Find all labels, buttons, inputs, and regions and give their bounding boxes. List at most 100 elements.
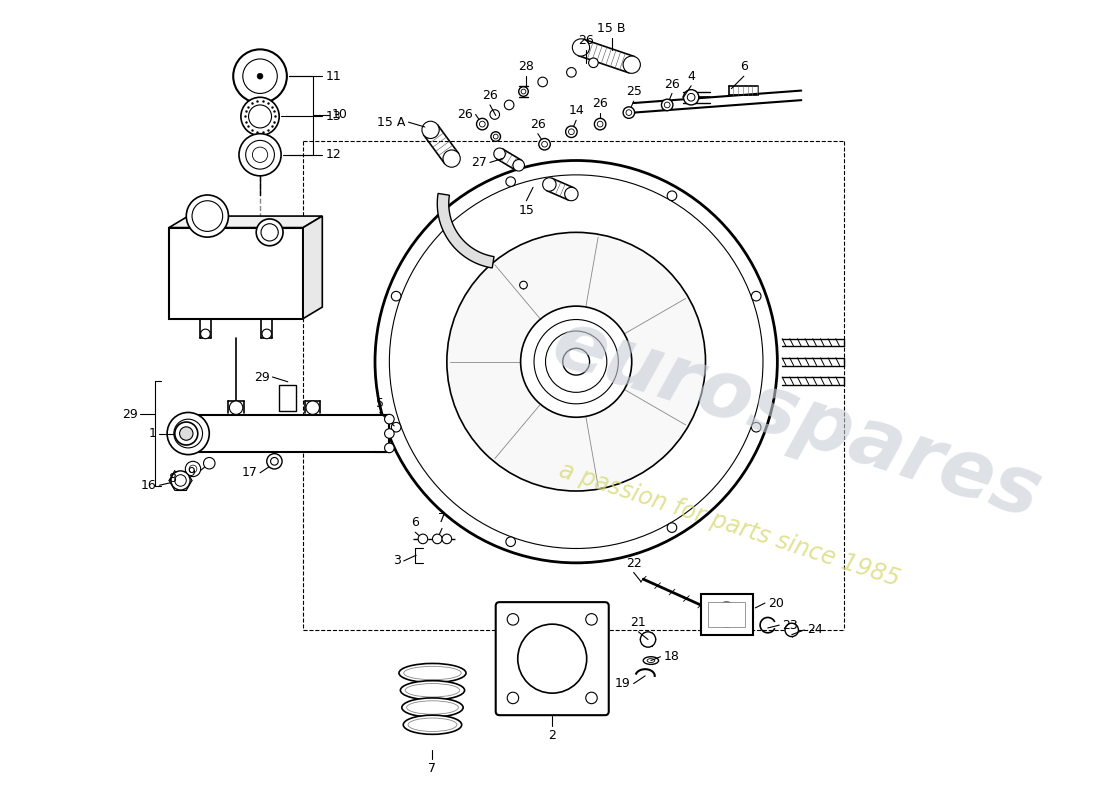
- Bar: [279, 385, 296, 411]
- Ellipse shape: [407, 701, 459, 714]
- Circle shape: [518, 624, 586, 693]
- Circle shape: [539, 138, 550, 150]
- Text: 26: 26: [592, 97, 608, 110]
- Circle shape: [185, 462, 200, 477]
- Polygon shape: [169, 216, 322, 227]
- Text: 17: 17: [241, 466, 257, 479]
- Text: 27: 27: [471, 156, 487, 169]
- Circle shape: [245, 140, 274, 169]
- Text: 14: 14: [569, 104, 584, 118]
- Polygon shape: [438, 194, 494, 268]
- Text: 6: 6: [411, 516, 419, 530]
- Circle shape: [252, 147, 267, 162]
- Circle shape: [447, 232, 705, 491]
- Circle shape: [476, 118, 488, 130]
- Circle shape: [389, 175, 763, 549]
- Circle shape: [266, 454, 282, 469]
- Circle shape: [385, 414, 394, 424]
- Text: 9: 9: [187, 466, 195, 479]
- Circle shape: [175, 422, 198, 445]
- Text: 25: 25: [626, 86, 641, 98]
- Ellipse shape: [404, 715, 462, 734]
- Circle shape: [683, 90, 698, 105]
- Circle shape: [392, 291, 400, 301]
- Circle shape: [565, 126, 578, 138]
- Circle shape: [256, 219, 283, 246]
- Circle shape: [418, 534, 428, 544]
- Circle shape: [493, 134, 498, 139]
- Text: 3: 3: [393, 554, 400, 567]
- Bar: [169, 227, 304, 318]
- Text: 12: 12: [326, 148, 341, 162]
- Text: 26: 26: [530, 118, 546, 131]
- Circle shape: [230, 401, 243, 414]
- Circle shape: [538, 77, 548, 86]
- Circle shape: [192, 201, 222, 231]
- Circle shape: [751, 422, 761, 432]
- Circle shape: [491, 132, 501, 142]
- Text: 11: 11: [326, 70, 341, 82]
- Circle shape: [520, 306, 631, 418]
- Circle shape: [249, 105, 272, 128]
- Circle shape: [586, 692, 597, 704]
- Circle shape: [241, 98, 279, 135]
- Circle shape: [668, 191, 676, 201]
- Text: 16: 16: [141, 478, 156, 492]
- Circle shape: [688, 94, 695, 101]
- Circle shape: [588, 58, 598, 67]
- Circle shape: [586, 614, 597, 625]
- Circle shape: [432, 534, 442, 544]
- Circle shape: [626, 110, 631, 115]
- Text: 29: 29: [122, 408, 138, 421]
- Text: 15 A: 15 A: [377, 116, 406, 129]
- Ellipse shape: [408, 718, 456, 731]
- Circle shape: [572, 39, 590, 56]
- Circle shape: [661, 99, 673, 110]
- Circle shape: [541, 142, 548, 147]
- Circle shape: [174, 419, 202, 448]
- Text: eurospares: eurospares: [542, 303, 1050, 535]
- Ellipse shape: [644, 657, 659, 665]
- Circle shape: [306, 401, 319, 414]
- Circle shape: [564, 187, 579, 201]
- Circle shape: [519, 282, 527, 289]
- Circle shape: [640, 632, 656, 647]
- Circle shape: [167, 413, 209, 454]
- Circle shape: [566, 67, 576, 77]
- Circle shape: [261, 224, 278, 241]
- Circle shape: [385, 443, 394, 453]
- Circle shape: [422, 122, 439, 138]
- Text: a passion for parts since 1985: a passion for parts since 1985: [556, 458, 903, 591]
- Text: 5: 5: [376, 397, 384, 410]
- Ellipse shape: [399, 663, 466, 682]
- Circle shape: [785, 623, 799, 637]
- Text: 23: 23: [782, 618, 797, 632]
- Text: 28: 28: [518, 60, 535, 74]
- Circle shape: [504, 100, 514, 110]
- Circle shape: [542, 178, 557, 191]
- Text: 22: 22: [626, 557, 641, 570]
- Circle shape: [204, 458, 214, 469]
- Text: 6: 6: [740, 60, 748, 74]
- Text: 26: 26: [664, 78, 680, 90]
- Text: 29: 29: [254, 370, 270, 383]
- Circle shape: [385, 429, 394, 438]
- Circle shape: [623, 56, 640, 74]
- Ellipse shape: [400, 681, 464, 700]
- Text: 1: 1: [148, 427, 156, 440]
- Text: 20: 20: [768, 597, 783, 610]
- Circle shape: [243, 59, 277, 94]
- Circle shape: [175, 474, 186, 486]
- Circle shape: [200, 329, 210, 338]
- Circle shape: [262, 329, 272, 338]
- Text: 26: 26: [456, 108, 473, 121]
- Circle shape: [594, 118, 606, 130]
- Ellipse shape: [405, 683, 460, 697]
- Circle shape: [519, 86, 528, 96]
- Circle shape: [513, 159, 525, 171]
- Circle shape: [480, 122, 485, 127]
- Text: 2: 2: [548, 729, 557, 742]
- Text: 8: 8: [167, 472, 176, 485]
- Text: 7: 7: [429, 762, 437, 775]
- Circle shape: [233, 50, 287, 103]
